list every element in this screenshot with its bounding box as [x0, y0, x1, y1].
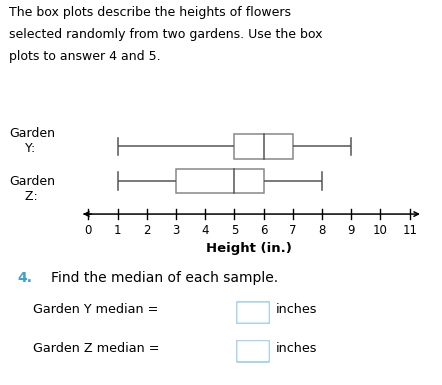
Text: 3: 3 — [172, 224, 179, 237]
Text: inches: inches — [275, 303, 317, 316]
FancyBboxPatch shape — [236, 340, 270, 362]
Text: 6: 6 — [260, 224, 267, 237]
Text: 9: 9 — [347, 224, 355, 237]
FancyBboxPatch shape — [176, 169, 263, 193]
Text: 11: 11 — [402, 224, 417, 237]
FancyBboxPatch shape — [234, 134, 293, 159]
Text: selected randomly from two gardens. Use the box: selected randomly from two gardens. Use … — [9, 28, 322, 41]
Text: The box plots describe the heights of flowers: The box plots describe the heights of fl… — [9, 6, 291, 19]
Text: 1: 1 — [114, 224, 121, 237]
Text: Garden
    Y:: Garden Y: — [9, 127, 55, 154]
Text: 7: 7 — [289, 224, 297, 237]
Text: 10: 10 — [373, 224, 388, 237]
Text: 4: 4 — [202, 224, 209, 237]
Text: 5: 5 — [231, 224, 238, 237]
Text: plots to answer 4 and 5.: plots to answer 4 and 5. — [9, 50, 160, 64]
FancyBboxPatch shape — [236, 302, 270, 323]
Text: Height (in.): Height (in.) — [206, 242, 292, 255]
Text: 4.: 4. — [18, 271, 33, 285]
Text: 0: 0 — [84, 224, 92, 237]
Text: Garden
    Z:: Garden Z: — [9, 175, 55, 203]
Text: Garden Z median =: Garden Z median = — [33, 342, 160, 355]
Text: 8: 8 — [318, 224, 326, 237]
Text: inches: inches — [275, 342, 317, 355]
Text: 2: 2 — [143, 224, 151, 237]
Text: Garden Y median =: Garden Y median = — [33, 303, 159, 316]
Text: Find the median of each sample.: Find the median of each sample. — [51, 271, 278, 285]
